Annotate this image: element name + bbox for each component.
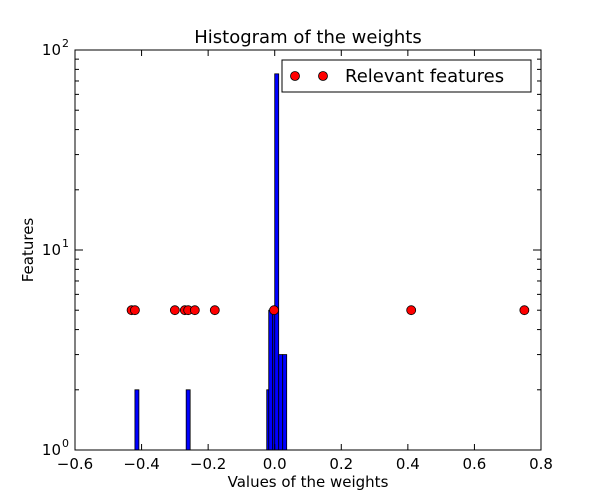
histogram-bar — [274, 73, 280, 451]
y-tick-label-exponent: 2 — [62, 37, 69, 50]
relevant-feature-point — [169, 305, 180, 316]
x-tick-label: −0.2 — [190, 455, 226, 473]
histogram-bar — [185, 389, 191, 451]
histogram-bar — [278, 354, 284, 451]
relevant-feature-point — [209, 305, 220, 316]
relevant-feature-point — [130, 305, 140, 316]
points-layer — [126, 305, 530, 316]
chart-title: Histogram of the weights — [194, 27, 422, 48]
histogram-bar — [282, 354, 288, 451]
legend-marker — [290, 71, 300, 81]
x-tick-label: −0.4 — [123, 455, 159, 473]
x-tick-label: 0.8 — [529, 455, 553, 473]
histogram-bar — [134, 389, 140, 451]
relevant-feature-point — [269, 305, 279, 316]
y-tick-label-exponent: 0 — [62, 437, 69, 450]
y-axis-label: Features — [19, 218, 37, 283]
legend-marker — [318, 71, 328, 81]
x-tick-label: −0.6 — [57, 455, 93, 473]
y-tick-label-exponent: 1 — [62, 237, 69, 250]
plot-frame — [74, 49, 542, 451]
legend: Relevant features — [281, 59, 532, 93]
y-tick-label-base: 10 — [42, 41, 61, 59]
legend-label: Relevant features — [345, 66, 504, 87]
x-tick-label: 0.2 — [329, 455, 353, 473]
y-tick-label-base: 10 — [42, 441, 61, 459]
relevant-feature-point — [519, 305, 530, 316]
histogram-bar — [268, 309, 274, 451]
x-tick-label: 0.6 — [463, 455, 487, 473]
relevant-feature-point — [406, 305, 417, 316]
x-axis-label: Values of the weights — [228, 473, 389, 491]
x-tick-labels: −0.6 −0.4 −0.2 0.0 0.2 0.4 0.6 0.8 — [57, 455, 553, 473]
y-tick-label-base: 10 — [42, 241, 61, 259]
x-tick-label: 0.4 — [396, 455, 420, 473]
relevant-feature-point — [189, 305, 200, 316]
x-tick-label: 0.0 — [263, 455, 287, 473]
